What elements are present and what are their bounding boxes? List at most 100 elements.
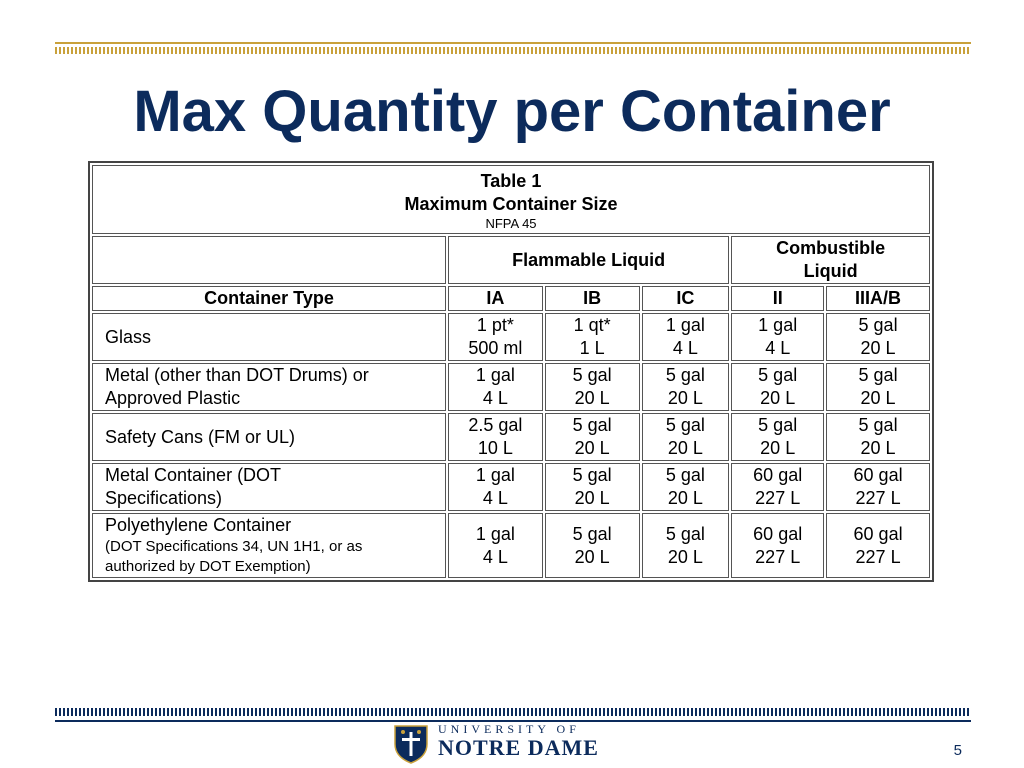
quantity-cell: 5 gal 20 L [544, 363, 640, 411]
table-caption-title: Table 1 [480, 171, 542, 191]
quantity-metric: 4 L [672, 338, 698, 358]
quantity-us: 5 gal [572, 523, 612, 544]
quantity-metric: 4 L [765, 338, 791, 358]
class-header-ic: IC [641, 286, 730, 311]
quantity-metric: 20 L [574, 488, 610, 508]
top-gold-stripe [55, 42, 971, 56]
page-number: 5 [953, 742, 962, 759]
quantity-us: 2.5 gal [468, 415, 523, 435]
quantity-cell: 5 gal 20 L [731, 363, 825, 411]
container-type-text: Polyethylene Container [105, 515, 292, 535]
table-caption-source: NFPA 45 [485, 216, 537, 231]
quantity-metric: 227 L [855, 546, 901, 567]
flammable-liquid-header: Flammable Liquid [448, 236, 730, 284]
quantity-cell: 5 gal 20 L [544, 513, 640, 578]
quantity-cell: 1 gal 4 L [731, 313, 825, 361]
quantity-us: 1 pt* [476, 315, 514, 335]
container-type-cell: Safety Cans (FM or UL) [92, 413, 447, 461]
notre-dame-text: NOTRE DAME [438, 735, 599, 760]
quantity-metric: 20 L [667, 546, 703, 567]
quantity-cell: 60 gal 227 L [731, 463, 825, 511]
bottom-stripe-line [55, 720, 971, 722]
quantity-us: 1 gal [758, 315, 798, 335]
container-type-cell: Glass [92, 313, 447, 361]
container-type-header: Container Type [92, 286, 447, 311]
quantity-metric: 500 ml [468, 338, 523, 358]
quantity-us: 1 gal [475, 465, 515, 485]
quantity-metric: 227 L [755, 488, 801, 508]
table-row: Metal Container (DOT Specifications) 1 gal… [92, 463, 930, 511]
table-caption: Table 1 Maximum Container Size NFPA 45 [92, 165, 930, 234]
container-type-note: (DOT Specifications 34, UN 1H1, or as [105, 538, 363, 555]
quantity-cell: 5 gal 20 L [826, 413, 930, 461]
quantity-cell: 5 gal 20 L [641, 363, 730, 411]
quantity-cell: 5 gal 20 L [826, 363, 930, 411]
quantity-us: 1 gal [665, 315, 705, 335]
quantity-us: 5 gal [665, 523, 705, 544]
quantity-us: 5 gal [758, 415, 798, 435]
quantity-cell: 5 gal 20 L [731, 413, 825, 461]
class-header-iiia-b: IIIA/B [826, 286, 930, 311]
notre-dame-seal-icon [394, 725, 428, 764]
container-type-text: Metal Container (DOT [105, 465, 282, 485]
quantity-metric: 20 L [860, 338, 896, 358]
quantity-cell: 5 gal 20 L [641, 513, 730, 578]
quantity-us: 5 gal [758, 365, 798, 385]
quantity-us: 5 gal [572, 465, 612, 485]
quantity-cell: 60 gal 227 L [826, 463, 930, 511]
class-header-ia: IA [448, 286, 543, 311]
quantity-us: 5 gal [858, 315, 898, 335]
slide-title: Max Quantity per Container [133, 79, 891, 144]
quantity-us: 5 gal [858, 365, 898, 385]
quantity-metric: 20 L [667, 488, 703, 508]
group-header-blank [92, 236, 447, 284]
quantity-metric: 20 L [667, 388, 703, 408]
quantity-us: 5 gal [665, 465, 705, 485]
top-stripe-line [55, 42, 971, 44]
quantity-us: 60 gal [853, 523, 903, 544]
quantity-metric: 227 L [755, 546, 801, 567]
container-type-text: Glass [105, 326, 152, 347]
class-header-row: Container Type IA IB IC II IIIA/B [92, 286, 930, 311]
quantity-cell: 5 gal 20 L [544, 463, 640, 511]
quantity-cell: 5 gal 20 L [641, 463, 730, 511]
university-of-text: UNIVERSITY OF [438, 722, 580, 736]
quantity-metric: 4 L [482, 388, 508, 408]
quantity-metric: 1 L [579, 338, 605, 358]
notre-dame-logo: UNIVERSITY OF NOTRE DAME [392, 722, 602, 766]
quantity-us: 5 gal [665, 365, 705, 385]
combustible-line2: Liquid [803, 261, 858, 281]
quantity-cell: 1 gal 4 L [448, 363, 543, 411]
table-row: Safety Cans (FM or UL) 2.5 gal 10 L 5 gal 20… [92, 413, 930, 461]
quantity-cell: 1 gal 4 L [448, 463, 543, 511]
container-size-table: Table 1 Maximum Container Size NFPA 45 F… [88, 161, 934, 582]
quantity-metric: 20 L [760, 388, 796, 408]
class-header-ib: IB [544, 286, 640, 311]
quantity-us: 5 gal [858, 415, 898, 435]
group-header-row: Flammable Liquid Combustible Liquid [92, 236, 930, 284]
quantity-metric: 20 L [574, 438, 610, 458]
caption-row: Table 1 Maximum Container Size NFPA 45 [92, 165, 930, 234]
bottom-navy-stripe [55, 708, 971, 722]
combustible-liquid-header: Combustible Liquid [731, 236, 930, 284]
table-caption-subtitle: Maximum Container Size [404, 194, 618, 214]
quantity-metric: 4 L [482, 488, 508, 508]
quantity-us: 1 gal [475, 523, 515, 544]
container-type-cell: Polyethylene Container (DOT Specification… [92, 513, 447, 578]
quantity-metric: 20 L [574, 388, 610, 408]
quantity-metric: 10 L [477, 438, 513, 458]
quantity-cell: 1 gal 4 L [641, 313, 730, 361]
table-body: Glass 1 pt* 500 ml 1 qt* 1 L 1 gal 4 L 1 gal 4 L… [92, 313, 930, 578]
quantity-metric: 20 L [574, 546, 610, 567]
container-type-text: Approved Plastic [105, 388, 241, 408]
quantity-us: 5 gal [572, 365, 612, 385]
top-stripe-hatch [55, 47, 971, 54]
container-type-text: Specifications) [105, 488, 223, 508]
quantity-cell: 60 gal 227 L [826, 513, 930, 578]
quantity-us: 60 gal [753, 465, 803, 485]
quantity-cell: 5 gal 20 L [826, 313, 930, 361]
container-type-text: Safety Cans (FM or UL) [105, 426, 296, 447]
quantity-us: 5 gal [572, 415, 612, 435]
quantity-cell: 1 qt* 1 L [544, 313, 640, 361]
combustible-line1: Combustible [776, 238, 886, 258]
